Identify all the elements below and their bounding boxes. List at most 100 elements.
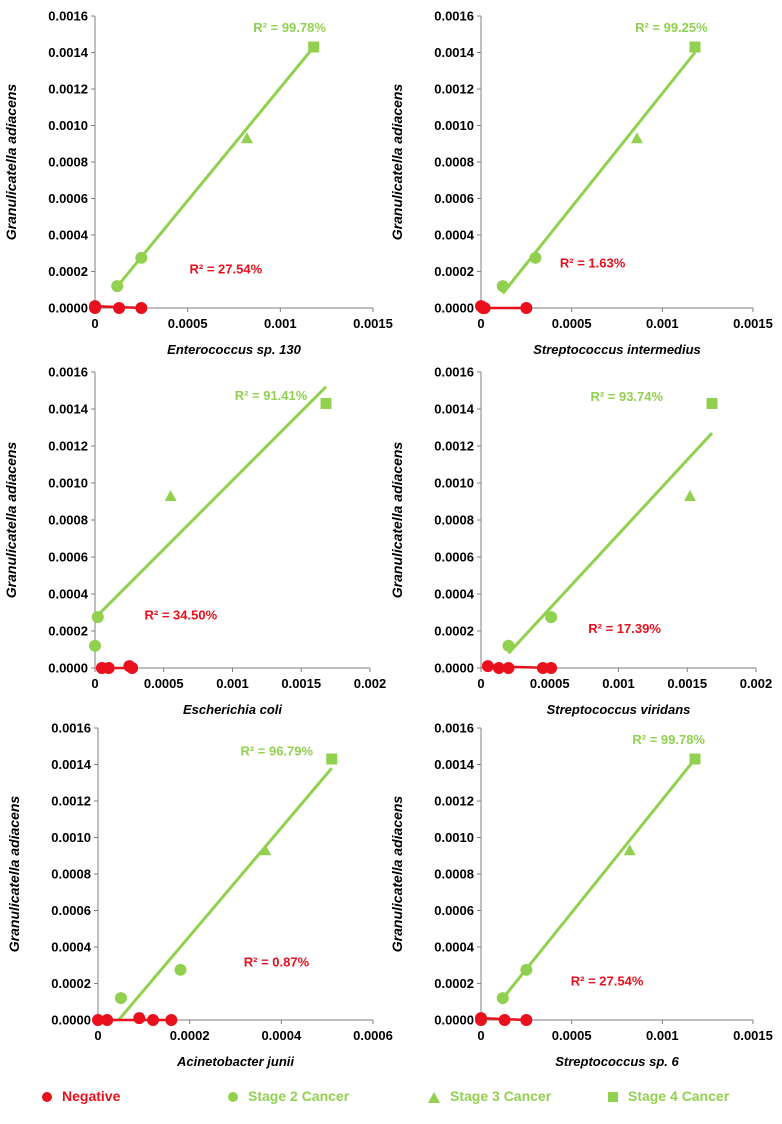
legend-marker-circle-green	[228, 1092, 238, 1103]
stage4-point	[689, 41, 701, 53]
stage4-point	[320, 397, 332, 409]
y-axis-title: Granulicatella adiacens	[389, 796, 405, 953]
y-tick-label: 0.0008	[48, 513, 88, 528]
y-tick-label: 0.0008	[434, 513, 474, 528]
cancer-trendline	[93, 385, 328, 620]
cancer-trendline	[117, 767, 333, 1021]
y-tick-label: 0.0006	[48, 550, 88, 565]
y-tick-label: 0.0012	[434, 82, 474, 97]
cancer-trendline	[501, 758, 697, 1000]
stage2-point	[502, 639, 515, 652]
y-axis-title: Granulicatella adiacens	[3, 442, 19, 599]
y-axis-title: Granulicatella adiacens	[6, 796, 22, 953]
y-tick-label: 0.0014	[434, 45, 475, 60]
y-tick-label: 0.0006	[434, 903, 474, 918]
y-tick-label: 0.0006	[51, 903, 91, 918]
x-tick-label: 0	[91, 316, 98, 331]
stage2-point	[114, 992, 127, 1005]
stage4-point	[689, 753, 701, 765]
y-tick-label: 0.0004	[48, 228, 89, 243]
y-tick-label: 0.0012	[48, 439, 88, 454]
negative-point	[536, 662, 549, 674]
legend: Negative Stage 2 Cancer Stage 3 Cancer S…	[0, 1080, 782, 1110]
y-tick-label: 0.0014	[48, 402, 89, 417]
negative-point	[498, 1014, 511, 1026]
x-tick-label: 0	[91, 676, 98, 691]
y-tick-label: 0.0002	[48, 624, 88, 639]
y-tick-label: 0.0004	[51, 940, 92, 955]
x-tick-label: 0	[94, 1028, 101, 1043]
y-tick-label: 0.0008	[434, 155, 474, 170]
cancer-r2-label: R² = 91.41%	[235, 388, 308, 403]
cancer-r2-label: R² = 99.25%	[635, 20, 708, 35]
y-tick-label: 0.0008	[51, 867, 91, 882]
stage2-point	[529, 251, 542, 264]
negative-point	[133, 1012, 146, 1025]
y-tick-label: 0.0012	[434, 794, 474, 809]
y-tick-label: 0.0010	[51, 830, 91, 845]
x-tick-label: 0.0005	[168, 316, 208, 331]
y-tick-label: 0.0008	[48, 155, 88, 170]
negative-r2-label: R² = 27.54%	[190, 262, 263, 277]
negative-point	[481, 660, 494, 673]
stage3-point	[164, 489, 177, 501]
negative-point	[545, 662, 558, 674]
negative-point	[92, 1014, 104, 1026]
stage2-point	[111, 280, 124, 293]
y-tick-label: 0.0012	[434, 439, 474, 454]
x-tick-label: 0	[477, 1028, 484, 1043]
y-tick-label: 0.0010	[434, 118, 474, 133]
panel-5: 0.0000 0.0002 0.0004 0.0006 0.0008 0.0010 0.00…	[6, 721, 393, 1070]
x-axis-title: Streptococcus viridans	[547, 702, 691, 717]
legend-label: Negative	[62, 1088, 121, 1104]
negative-point	[101, 1014, 114, 1026]
y-tick-label: 0.0002	[48, 264, 88, 279]
x-tick-label: 0.002	[740, 676, 773, 691]
x-tick-label: 0.0004	[261, 1028, 302, 1043]
stage2-point	[545, 611, 558, 624]
stage3-point	[684, 489, 696, 501]
y-tick-label: 0.0014	[48, 45, 89, 60]
y-tick-label: 0.0016	[434, 9, 474, 24]
y-tick-label: 0.0010	[48, 118, 88, 133]
legend-marker-circle-red	[42, 1092, 52, 1103]
x-tick-label: 0.0006	[353, 1028, 393, 1043]
legend-label: Stage 3 Cancer	[450, 1088, 552, 1104]
x-axis-title: Enterococcus sp. 130	[167, 342, 301, 357]
stage2-point	[520, 963, 533, 976]
negative-point	[476, 302, 489, 314]
y-tick-label: 0.0010	[48, 476, 88, 491]
x-tick-label: 0.001	[216, 676, 249, 691]
y-tick-label: 0.0012	[48, 82, 88, 97]
panel-1: 0.00000.00020.00040.00060.00080.00100.00…	[3, 9, 393, 358]
y-tick-label: 0.0002	[434, 976, 474, 991]
stage4-point	[308, 41, 320, 53]
y-tick-label: 0.0002	[434, 624, 474, 639]
x-axis-title: Streptococcus sp. 6	[555, 1054, 679, 1069]
negative-r2-label: R² = 0.87%	[244, 955, 310, 970]
legend-item-stage2: Stage 2 Cancer	[228, 1088, 349, 1104]
stage2-point	[174, 963, 187, 976]
legend-item-negative: Negative	[42, 1088, 120, 1104]
y-tick-label: 0.0014	[434, 757, 475, 772]
x-axis-title: Escherichia coli	[183, 702, 282, 717]
negative-point	[147, 1014, 159, 1026]
stage3-point	[240, 132, 253, 144]
x-tick-label: 0	[477, 676, 484, 691]
x-tick-label: 0.001	[646, 1028, 679, 1043]
y-tick-label: 0.0004	[434, 228, 475, 243]
x-tick-label: 0.0005	[144, 676, 184, 691]
x-tick-label: 0.0015	[353, 316, 393, 331]
stage3-point	[259, 844, 272, 856]
x-tick-label: 0.0015	[733, 1028, 773, 1043]
y-tick-label: 0.0006	[48, 191, 88, 206]
panel-2: 0.00000.00020.00040.00060.00080.00100.00…	[389, 9, 773, 358]
stage4-point	[706, 397, 718, 409]
x-tick-label: 0.0015	[281, 676, 321, 691]
cancer-trendline	[507, 432, 714, 655]
y-tick-label: 0.0016	[51, 721, 91, 736]
y-tick-label: 0.0002	[51, 976, 91, 991]
panel-6: 0.00000.00020.00040.00060.00080.00100.00…	[389, 721, 773, 1070]
legend-label: Stage 4 Cancer	[628, 1088, 730, 1104]
x-tick-label: 0.001	[602, 676, 635, 691]
